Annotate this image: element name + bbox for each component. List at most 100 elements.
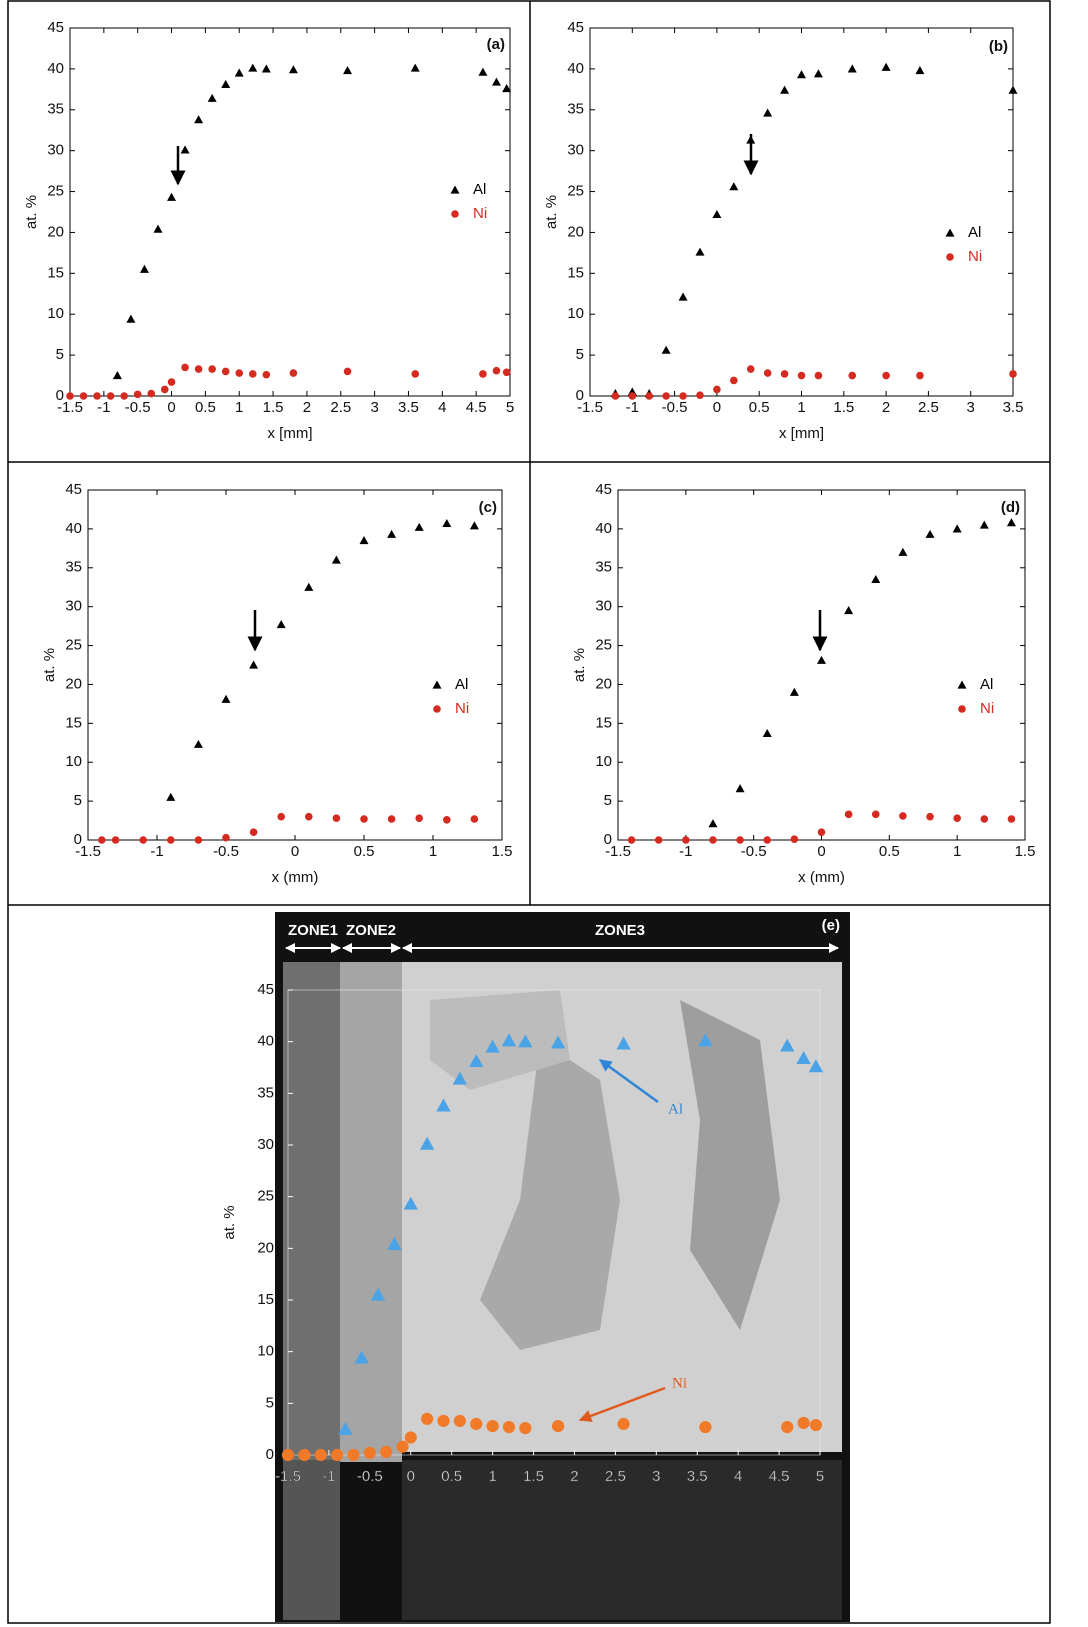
zone-label: ZONE1: [288, 922, 338, 939]
x-tick-label: 1.5: [523, 1468, 544, 1485]
al-point: [261, 64, 271, 73]
ni-point: [343, 367, 352, 376]
x-tick-label: -0.5: [213, 843, 239, 860]
y-tick-label: 25: [65, 637, 82, 654]
y-tick-label: 15: [567, 264, 584, 281]
ni-point: [730, 376, 738, 385]
panel-label: (e): [822, 917, 840, 934]
ni-point: [139, 836, 147, 844]
y-tick-label: 20: [567, 223, 584, 240]
ni-point: [654, 836, 663, 844]
al-point: [780, 85, 790, 94]
ni-point: [848, 371, 857, 380]
legend-symbol: [945, 228, 955, 237]
al-point: [881, 62, 891, 71]
y-tick-label: 20: [257, 1239, 274, 1256]
x-tick-label: 0: [291, 843, 299, 860]
ni-point: [387, 815, 396, 823]
al-point: [898, 547, 908, 556]
x-tick-label: 0.5: [879, 843, 900, 860]
ni-point: [106, 392, 115, 400]
y-tick-label: 0: [266, 1446, 274, 1463]
x-tick-label: -1: [679, 843, 692, 860]
x-tick-label: 3: [652, 1468, 660, 1485]
y-tick-label: 15: [595, 714, 612, 731]
al-point: [288, 65, 298, 74]
y-tick-label: 30: [595, 598, 612, 615]
x-tick-label: -1.5: [75, 843, 101, 860]
y-tick-label: 30: [65, 598, 82, 615]
x-tick-label: 3.5: [687, 1468, 708, 1485]
ni-point: [332, 814, 341, 823]
ni-point: [331, 1448, 344, 1462]
ni-point: [66, 392, 74, 400]
al-point: [925, 529, 935, 538]
x-tick-label: 0: [713, 399, 721, 416]
ni-point: [679, 392, 687, 400]
ni-point: [314, 1448, 327, 1462]
plot-frame: [87, 489, 503, 841]
legend-label: Al: [980, 676, 993, 693]
legend-symbol: [433, 705, 441, 713]
y-axis-label: at. %: [221, 1205, 238, 1239]
ni-point: [443, 815, 451, 824]
al-point: [813, 69, 823, 78]
ni-point: [194, 365, 203, 373]
x-tick-label: 2: [570, 1468, 578, 1485]
al-point: [419, 1136, 435, 1150]
x-tick-label: 4.5: [466, 399, 487, 416]
ni-point: [926, 812, 934, 821]
x-tick-label: -0.5: [357, 1468, 383, 1485]
y-tick-label: 15: [65, 714, 82, 731]
al-point: [304, 582, 314, 591]
ni-point: [502, 368, 511, 377]
ni-point: [817, 828, 826, 837]
ni-point: [363, 1446, 376, 1460]
y-tick-label: 25: [257, 1188, 274, 1205]
y-tick-label: 45: [595, 481, 612, 498]
x-tick-label: 0: [407, 1468, 415, 1485]
al-point: [442, 518, 452, 528]
y-tick-label: 10: [567, 305, 584, 322]
x-tick-label: -0.5: [125, 399, 151, 416]
legend-label: Al: [455, 676, 468, 693]
plot-frame: [69, 27, 511, 397]
y-tick-label: 35: [65, 559, 82, 576]
x-tick-label: 0.5: [354, 843, 375, 860]
ni-point: [696, 391, 704, 399]
y-tick-label: 30: [47, 142, 64, 159]
ni-point: [611, 392, 620, 400]
ni-point: [305, 812, 313, 821]
ni-point: [645, 392, 654, 400]
ni-point: [167, 378, 176, 386]
al-point: [763, 108, 773, 117]
ni-point: [111, 836, 120, 844]
al-point: [469, 521, 479, 530]
al-point: [844, 606, 854, 615]
y-tick-label: 20: [595, 675, 612, 692]
x-tick-label: -1.5: [57, 399, 83, 416]
al-point: [678, 292, 688, 301]
x-tick-label: 2: [882, 399, 890, 416]
y-tick-label: 0: [604, 831, 612, 848]
y-tick-label: 5: [604, 792, 612, 809]
al-point: [501, 1033, 517, 1047]
ni-point: [486, 1419, 499, 1433]
al-point: [469, 1054, 484, 1068]
zone-label: ZONE3: [595, 922, 645, 939]
y-tick-label: 15: [47, 264, 64, 281]
ni-point: [360, 815, 368, 823]
al-point: [436, 1098, 451, 1112]
x-tick-label: 1.5: [1015, 843, 1036, 860]
al-point: [452, 1071, 468, 1085]
al-point: [729, 182, 739, 191]
ni-point: [882, 371, 890, 380]
legend-label: Ni: [473, 205, 487, 222]
ni-point: [347, 1448, 360, 1462]
ni-point: [208, 365, 216, 373]
y-tick-label: 15: [257, 1291, 274, 1308]
ni-point: [871, 810, 880, 819]
al-point: [735, 784, 745, 793]
al-point: [249, 660, 259, 669]
